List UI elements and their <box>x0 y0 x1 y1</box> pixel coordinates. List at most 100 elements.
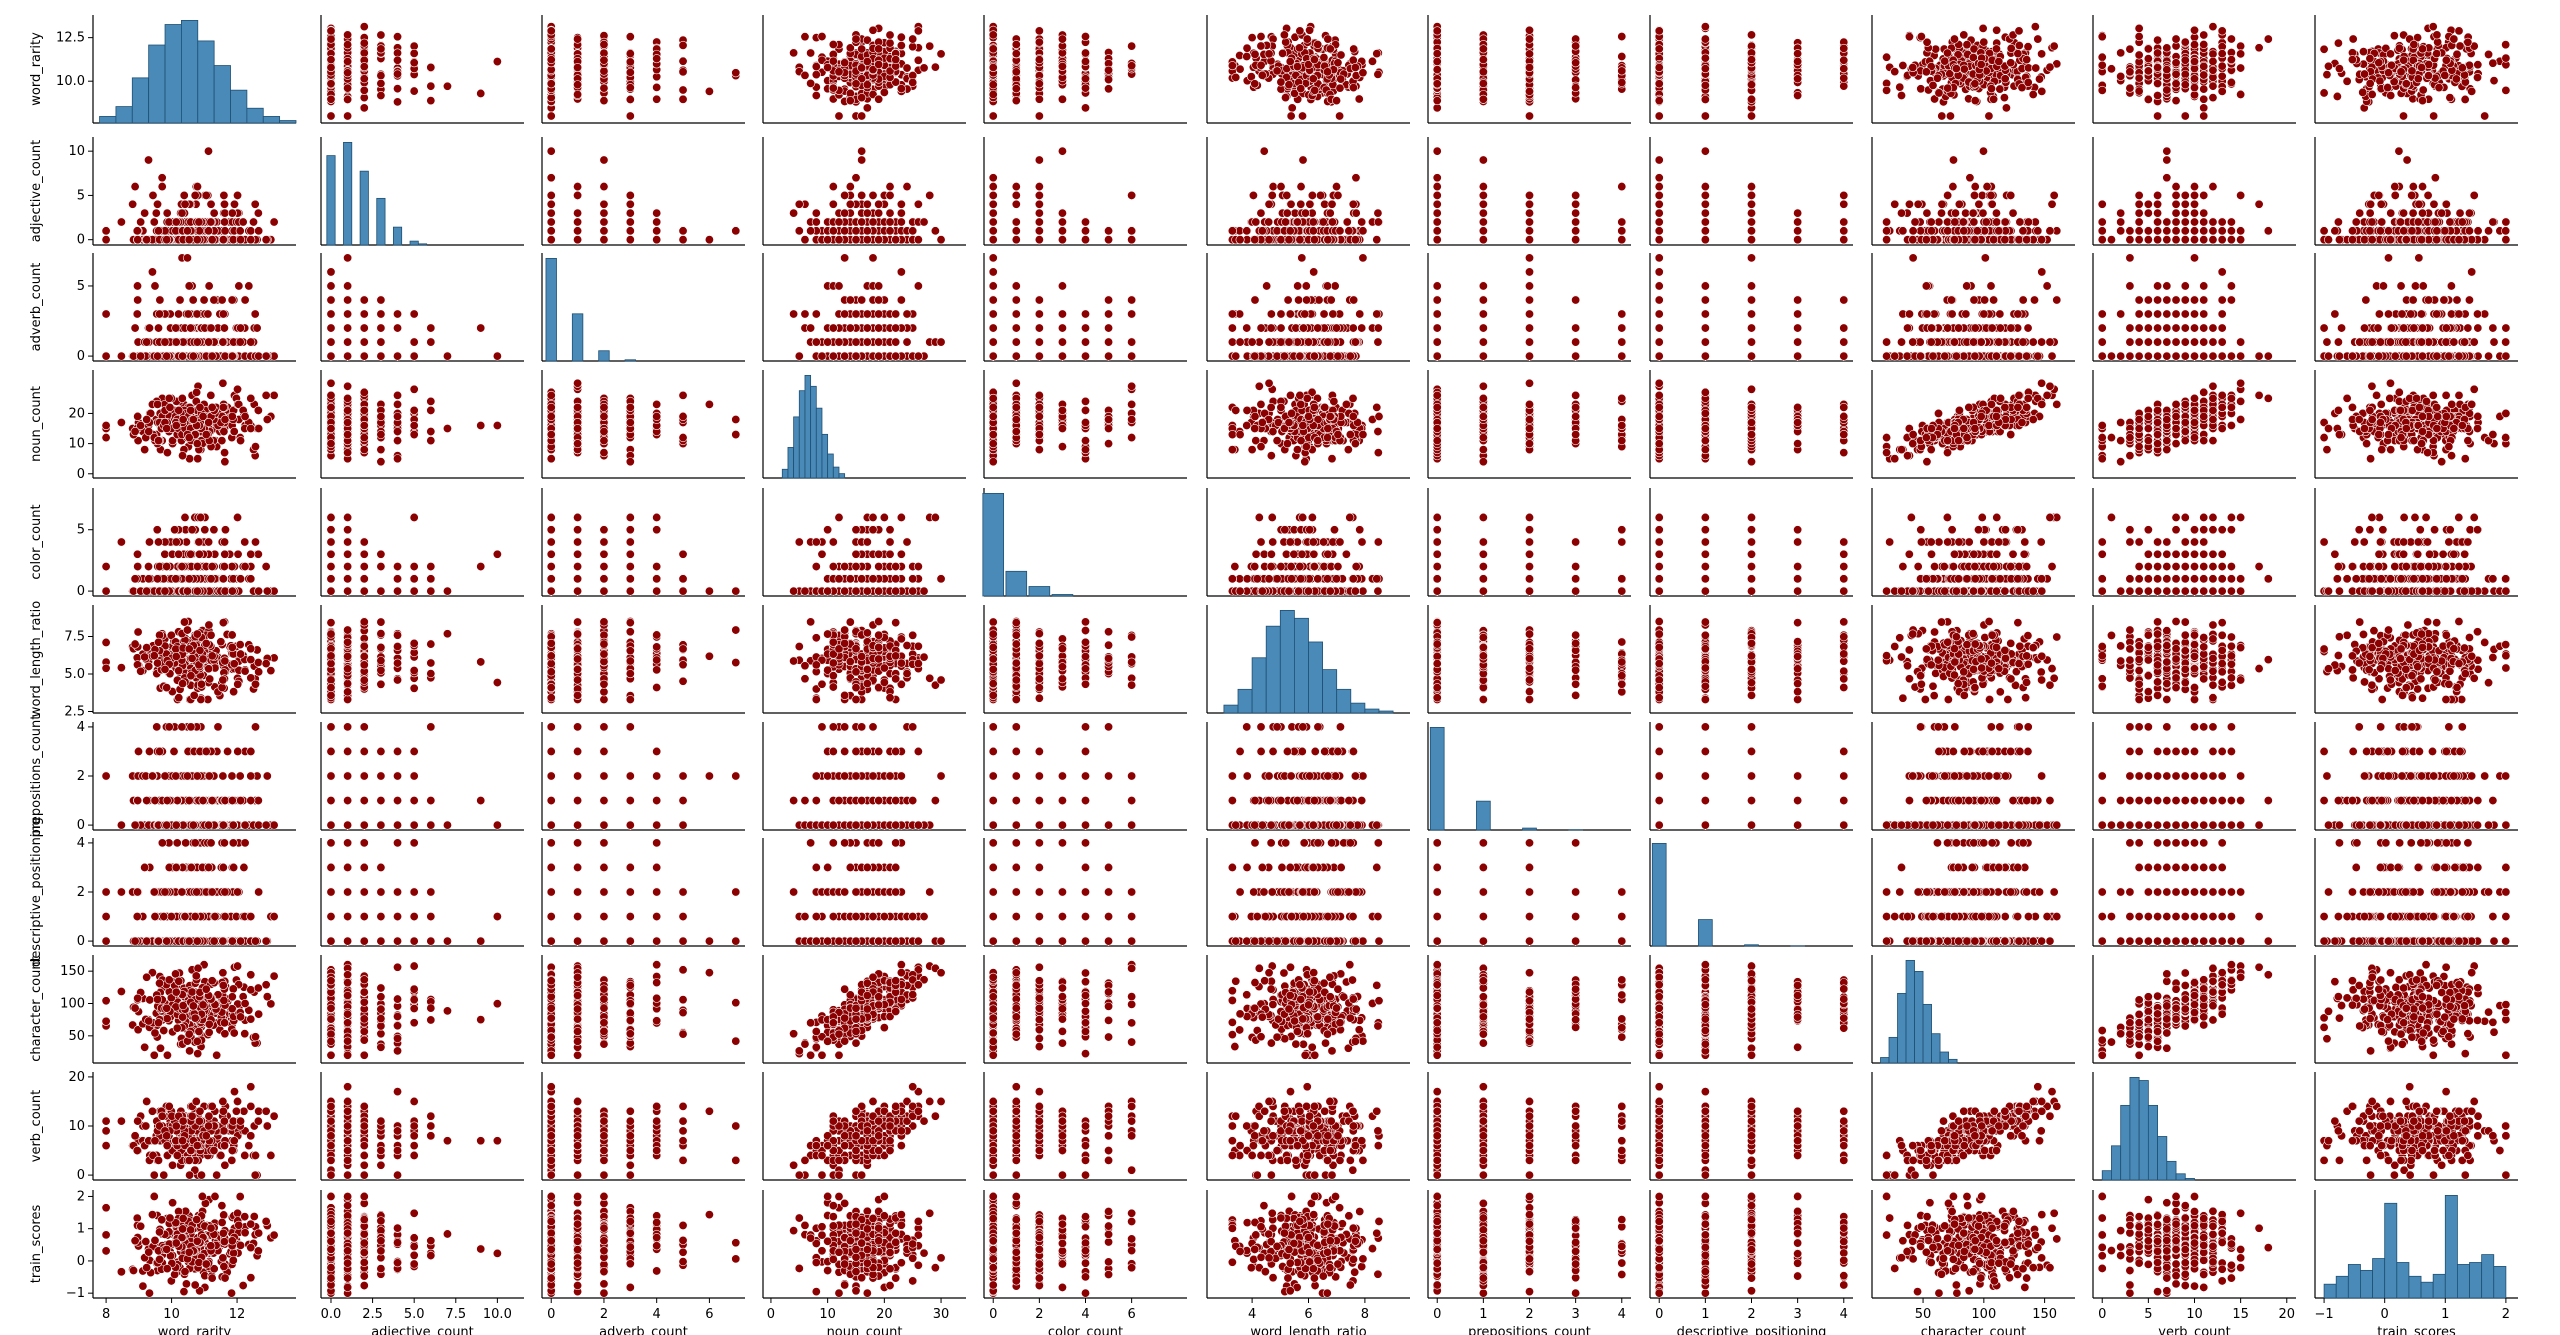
scatter-point <box>327 55 335 63</box>
hist-bar <box>280 121 296 123</box>
scatter-point <box>1297 84 1305 92</box>
scatter-point <box>1081 49 1089 57</box>
scatter-point <box>1931 45 1939 53</box>
scatter-point <box>1012 96 1020 104</box>
scatter-point <box>600 40 608 48</box>
scatter-point <box>1747 31 1755 39</box>
scatter-point <box>914 56 922 64</box>
scatter-point <box>1571 59 1579 67</box>
scatter-point <box>2002 104 2010 112</box>
scatter-point <box>427 82 435 90</box>
scatter-point <box>1127 62 1135 70</box>
scatter-point <box>410 59 418 67</box>
scatter-point <box>626 58 634 66</box>
scatter-point <box>343 40 351 48</box>
scatter-point <box>1243 52 1251 60</box>
scatter-point <box>1747 112 1755 120</box>
scatter-point <box>1243 44 1251 52</box>
scatter-point <box>1012 68 1020 76</box>
scatter-point <box>377 91 385 99</box>
scatter-point <box>327 27 335 35</box>
scatter-point <box>360 62 368 70</box>
scatter-point <box>806 79 814 87</box>
scatter-point <box>626 95 634 103</box>
scatter-point <box>1349 83 1357 91</box>
scatter-point <box>908 43 916 51</box>
scatter-point <box>1058 35 1066 43</box>
scatter-point <box>1035 95 1043 103</box>
scatter-point <box>626 112 634 120</box>
scatter-point <box>679 41 687 49</box>
scatter-point <box>343 69 351 77</box>
scatter-point <box>1655 45 1663 53</box>
hist-bar <box>247 108 263 123</box>
scatter-point <box>801 33 809 41</box>
scatter-point <box>926 42 934 50</box>
hist-bar <box>132 78 148 123</box>
scatter-point <box>573 90 581 98</box>
scatter-point <box>600 56 608 64</box>
scatter-point <box>343 112 351 120</box>
scatter-point <box>1286 57 1294 65</box>
scatter-point <box>679 95 687 103</box>
scatter-point <box>1899 61 1907 69</box>
scatter-point <box>1351 63 1359 71</box>
scatter-point <box>1035 38 1043 46</box>
scatter-point <box>823 63 831 71</box>
scatter-point <box>679 57 687 65</box>
scatter-point <box>1368 57 1376 65</box>
hist-bar <box>198 41 214 123</box>
scatter-point <box>908 35 916 43</box>
hist-bar <box>100 116 116 123</box>
scatter-point <box>937 50 945 58</box>
scatter-point <box>886 31 894 39</box>
scatter-point <box>393 84 401 92</box>
scatter-point <box>897 84 905 92</box>
scatter-point <box>1310 55 1318 63</box>
scatter-point <box>1035 55 1043 63</box>
scatter-point <box>573 81 581 89</box>
y-tick-label: 10.0 <box>56 74 85 89</box>
scatter-point <box>1433 49 1441 57</box>
scatter-point <box>1525 50 1533 58</box>
scatter-point <box>705 87 713 95</box>
scatter-point <box>897 33 905 41</box>
scatter-point <box>1127 42 1135 50</box>
scatter-point <box>1265 50 1273 58</box>
scatter-point <box>1655 27 1663 35</box>
scatter-point <box>840 59 848 67</box>
scatter-point <box>1035 27 1043 35</box>
scatter-point <box>1374 70 1382 78</box>
scatter-point <box>732 69 740 77</box>
scatter-point <box>1104 75 1112 83</box>
scatter-point <box>1257 42 1265 50</box>
scatter-point <box>863 104 871 112</box>
scatter-point <box>989 90 997 98</box>
scatter-point <box>1298 112 1306 120</box>
panel-word_rarity-vs-color_count <box>984 15 1187 123</box>
scatter-point <box>1081 75 1089 83</box>
scatter-point <box>1251 50 1259 58</box>
scatter-point <box>652 54 660 62</box>
hist-bar <box>116 107 132 123</box>
scatter-point <box>1273 67 1281 75</box>
scatter-point <box>547 45 555 53</box>
scatter-point <box>1280 31 1288 39</box>
scatter-point <box>1349 45 1357 53</box>
scatter-point <box>818 32 826 40</box>
scatter-point <box>1257 61 1265 69</box>
scatter-point <box>679 86 687 94</box>
scatter-point <box>1309 75 1317 83</box>
scatter-point <box>1479 45 1487 53</box>
panel-word_rarity-vs-word_length_ratio <box>1207 15 1410 123</box>
scatter-point <box>679 68 687 76</box>
scatter-point <box>1433 80 1441 88</box>
scatter-point <box>393 98 401 106</box>
scatter-point <box>1277 78 1285 86</box>
scatter-point <box>1335 112 1343 120</box>
scatter-point <box>1311 86 1319 94</box>
panel-word_rarity-vs-character_count <box>1872 15 2075 123</box>
scatter-point <box>626 83 634 91</box>
scatter-point <box>1012 49 1020 57</box>
scatter-point <box>493 57 501 65</box>
